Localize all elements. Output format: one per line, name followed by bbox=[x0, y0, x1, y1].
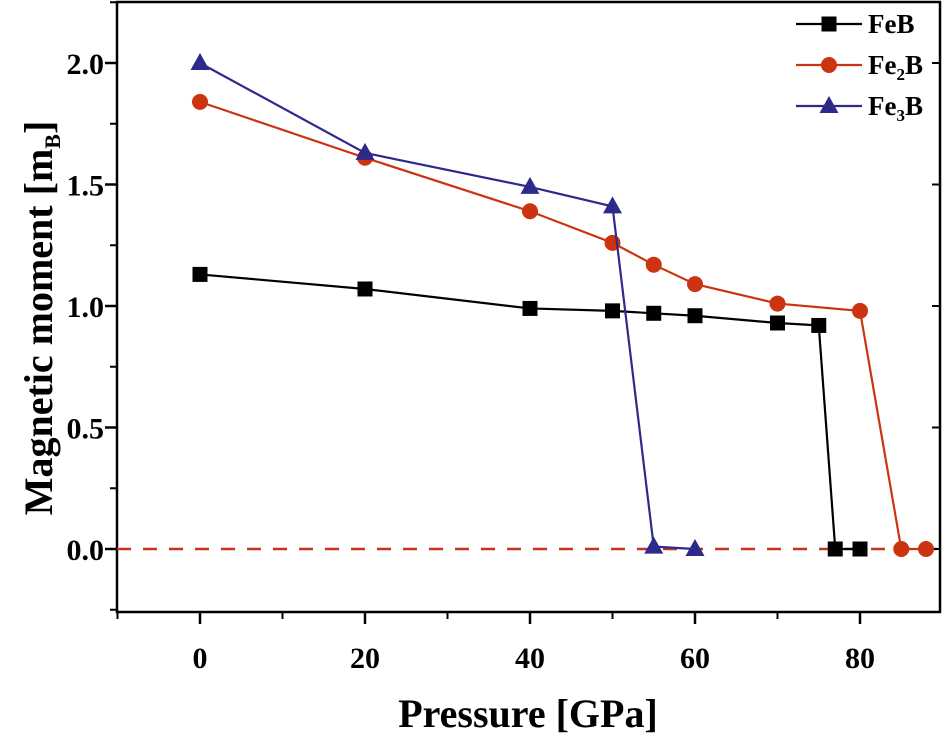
y-axis-title-close: ] bbox=[16, 121, 61, 134]
data-point-feb bbox=[852, 541, 868, 557]
data-point-feb bbox=[770, 315, 785, 331]
data-point-feb bbox=[192, 266, 208, 282]
legend-marker-circle bbox=[821, 57, 837, 73]
legend-label-subscript: 2 bbox=[896, 65, 905, 84]
series-fe3b bbox=[190, 53, 705, 556]
legend-label-main: Fe bbox=[868, 91, 896, 121]
legend-marker-triangle bbox=[819, 96, 839, 113]
data-point-fe3b bbox=[644, 536, 664, 554]
series-line-fe3b bbox=[199, 62, 696, 551]
y-tick-label: 1.0 bbox=[67, 291, 105, 324]
x-tick-label: 40 bbox=[515, 642, 545, 675]
y-tick-label: 2.0 bbox=[67, 48, 105, 81]
data-point-fe2b bbox=[687, 276, 703, 293]
data-point-feb bbox=[522, 300, 538, 316]
x-axis-title: Pressure [GPa] bbox=[398, 691, 658, 736]
y-tick-label: 1.5 bbox=[67, 170, 105, 203]
series-line-feb bbox=[199, 273, 860, 551]
y-axis-title-main: Magnetic moment [m bbox=[16, 149, 61, 516]
series-line-fe2b bbox=[199, 100, 926, 551]
y-tick-label: 0.0 bbox=[67, 534, 105, 567]
axis-ticks: 0 20 40 60 80 0.0 0.5 1.0 1.5 2.0 bbox=[67, 1, 940, 675]
data-point-fe3b bbox=[190, 53, 210, 70]
series-feb bbox=[192, 266, 868, 557]
data-point-feb bbox=[357, 281, 373, 297]
legend-label-main: Fe bbox=[868, 50, 896, 80]
legend-label: Fe2B bbox=[868, 50, 923, 84]
data-point-fe3b bbox=[520, 176, 540, 194]
legend-item-feb: FeB bbox=[796, 9, 915, 39]
legend-label-main: FeB bbox=[868, 9, 915, 39]
data-point-feb bbox=[827, 541, 843, 557]
legend-item-fe2b: Fe2B bbox=[796, 50, 923, 84]
x-tick-label: 60 bbox=[680, 642, 710, 675]
legend-marker-square bbox=[821, 16, 837, 32]
legend-label: FeB bbox=[868, 9, 915, 39]
data-point-feb bbox=[811, 317, 827, 333]
y-axis-title: Magnetic moment [mB] bbox=[16, 121, 65, 516]
data-point-fe3b bbox=[685, 539, 705, 556]
data-point-fe2b bbox=[522, 203, 538, 220]
x-tick-label: 20 bbox=[350, 642, 380, 675]
data-point-fe2b bbox=[852, 302, 868, 319]
data-point-feb bbox=[605, 303, 620, 319]
data-point-fe3b bbox=[355, 142, 375, 160]
data-point-feb bbox=[646, 305, 662, 321]
y-axis-title-subscript: B bbox=[40, 134, 65, 149]
series-layer bbox=[190, 53, 934, 557]
data-point-fe3b bbox=[603, 196, 622, 214]
data-point-feb bbox=[687, 308, 703, 324]
legend-label-subscript: 3 bbox=[896, 106, 905, 125]
data-point-fe2b bbox=[918, 541, 934, 557]
data-point-fe2b bbox=[192, 93, 208, 110]
data-point-fe2b bbox=[769, 295, 786, 312]
x-tick-label: 80 bbox=[845, 642, 875, 675]
legend-item-fe3b: Fe3B bbox=[796, 91, 923, 125]
x-tick-label: 0 bbox=[193, 642, 208, 675]
y-tick-label: 0.5 bbox=[67, 413, 105, 446]
legend-label-tail: B bbox=[905, 50, 923, 80]
data-point-fe2b bbox=[893, 541, 910, 557]
data-point-fe2b bbox=[645, 256, 662, 273]
legend-label-tail: B bbox=[905, 91, 923, 121]
legend-label: Fe3B bbox=[868, 91, 923, 125]
